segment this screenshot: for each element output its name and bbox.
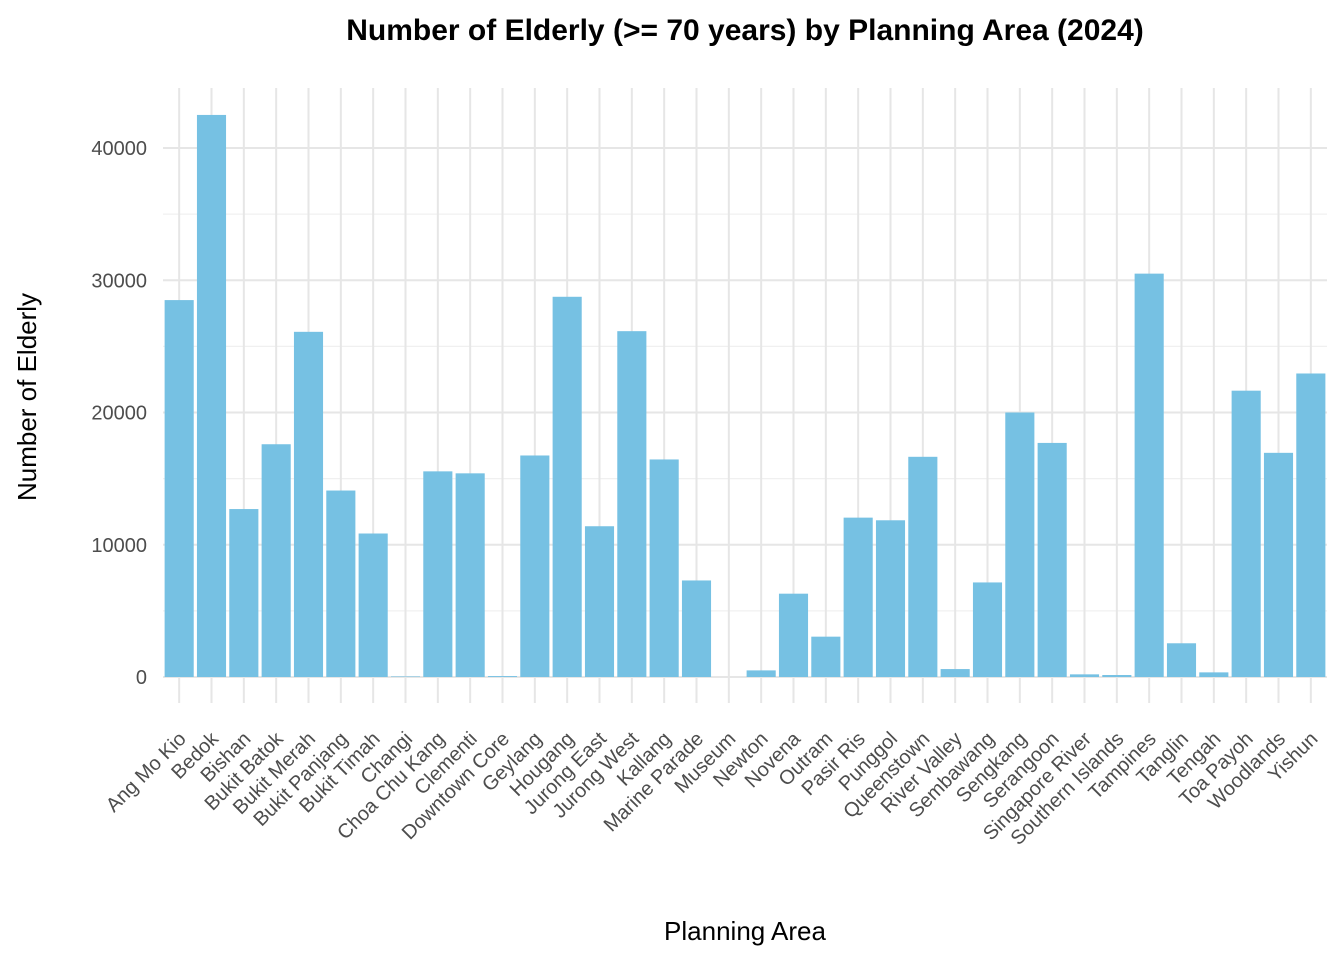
y-tick-label: 20000 xyxy=(91,403,147,425)
y-tick-label: 0 xyxy=(136,667,147,689)
bar xyxy=(261,444,291,677)
bar xyxy=(455,473,485,677)
bar xyxy=(229,509,259,677)
bar xyxy=(1231,390,1261,677)
y-axis-ticks: 0 10000 20000 30000 40000 xyxy=(91,138,147,689)
bar xyxy=(1102,675,1132,677)
bar xyxy=(326,490,356,677)
bar xyxy=(681,580,712,677)
bar xyxy=(293,331,324,677)
bar xyxy=(778,593,809,677)
bar xyxy=(1296,373,1326,677)
bar xyxy=(584,526,615,677)
bar xyxy=(423,471,453,677)
bar xyxy=(1069,674,1100,677)
y-tick-label: 10000 xyxy=(91,535,147,557)
bar xyxy=(1134,273,1164,677)
bar xyxy=(875,520,906,677)
bar xyxy=(520,455,550,677)
bar xyxy=(390,676,421,677)
y-tick-label: 30000 xyxy=(91,270,147,292)
bar xyxy=(1037,442,1067,677)
y-axis-title: Number of Elderly xyxy=(12,293,42,501)
bar xyxy=(1005,412,1035,677)
bar xyxy=(1166,643,1197,677)
bar xyxy=(843,517,873,677)
y-tick-label: 40000 xyxy=(91,138,147,160)
bar xyxy=(552,296,582,677)
bar xyxy=(1263,452,1294,677)
x-axis-title: Planning Area xyxy=(664,916,826,946)
bar xyxy=(940,669,970,677)
bar xyxy=(358,533,388,677)
bar xyxy=(746,670,776,677)
chart-title: Number of Elderly (>= 70 years) by Plann… xyxy=(346,14,1144,47)
bar xyxy=(164,300,194,677)
bar xyxy=(487,676,518,677)
bar xyxy=(972,582,1003,677)
bar xyxy=(908,456,938,677)
bar xyxy=(1199,672,1229,677)
bar xyxy=(811,636,841,677)
bar xyxy=(196,114,227,677)
bars xyxy=(164,114,1326,677)
bar xyxy=(649,459,679,677)
bar xyxy=(617,331,647,677)
